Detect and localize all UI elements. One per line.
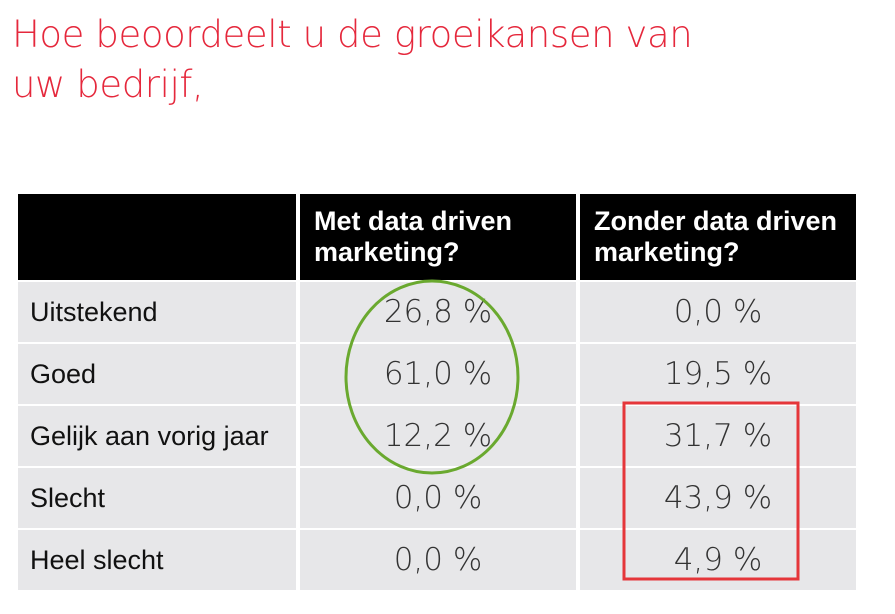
value-heel-slecht-with: 0,0 % xyxy=(300,530,576,590)
row-label-gelijk: Gelijk aan vorig jaar xyxy=(18,406,296,466)
header-corner xyxy=(18,194,296,280)
value-uitstekend-without: 0,0 % xyxy=(580,282,856,342)
column-header-without-ddm-line-2: marketing? xyxy=(594,237,740,267)
value-goed-without: 19,5 % xyxy=(580,344,856,404)
page-title: Hoe beoordeelt u de groeikansen van uw b… xyxy=(12,10,872,110)
row-label-slecht: Slecht xyxy=(18,468,296,528)
row-label-goed: Goed xyxy=(18,344,296,404)
value-slecht-with: 0,0 % xyxy=(300,468,576,528)
value-uitstekend-with: 26,8 % xyxy=(300,282,576,342)
row-label-uitstekend: Uitstekend xyxy=(18,282,296,342)
value-heel-slecht-without: 4,9 % xyxy=(580,530,856,590)
column-header-with-ddm: Met data driven marketing? xyxy=(300,194,576,280)
column-header-without-ddm: Zonder data driven marketing? xyxy=(580,194,856,280)
column-header-with-ddm-line-2: marketing? xyxy=(314,237,460,267)
value-gelijk-with: 12,2 % xyxy=(300,406,576,466)
title-line-2: uw bedrijf, xyxy=(12,63,204,106)
column-header-without-ddm-line-1: Zonder data driven xyxy=(594,206,838,236)
value-goed-with: 61,0 % xyxy=(300,344,576,404)
results-table: Met data driven marketing? Zonder data d… xyxy=(18,194,856,590)
value-slecht-without: 43,9 % xyxy=(580,468,856,528)
row-label-heel-slecht: Heel slecht xyxy=(18,530,296,590)
column-header-with-ddm-line-1: Met data driven xyxy=(314,206,513,236)
title-line-1: Hoe beoordeelt u de groeikansen van xyxy=(12,13,693,56)
value-gelijk-without: 31,7 % xyxy=(580,406,856,466)
